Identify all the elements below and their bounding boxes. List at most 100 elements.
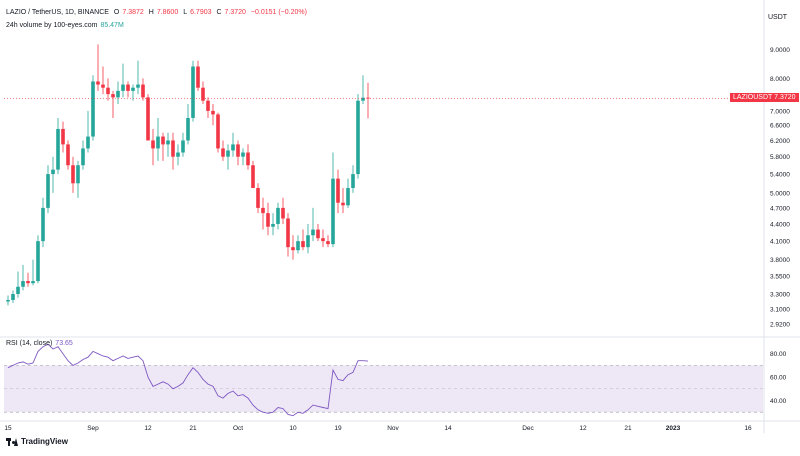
candle [61,121,65,153]
time-tick-label: Sep [87,425,99,432]
candle [316,223,320,242]
candle [231,132,235,157]
candle [356,94,360,179]
candle [26,272,30,287]
candle-body [356,100,360,175]
candle-body [71,165,75,184]
candle [211,104,215,126]
time-tick-label: Oct [233,425,243,432]
candle-body [246,152,250,166]
candle [106,78,110,101]
candle-body [66,144,70,166]
last-price-tag: LAZIOUSDT 7.3720 [730,93,799,103]
candle-body [251,165,255,189]
high-label: H [148,9,154,16]
candle [251,160,255,189]
price-tick-label: 3.8000 [770,257,790,264]
rsi-label: RSI (14, close) [6,340,53,347]
legend-rsi[interactable]: RSI (14, close) 73.65 [6,340,76,347]
candle-body [351,174,355,189]
candle-body [21,281,25,287]
candle-body [216,114,220,149]
candle [261,197,265,230]
candle [366,82,370,119]
candle-body [86,136,90,149]
candle [126,81,130,98]
legend-volume[interactable]: 24h volume by 100-eyes.com 85.47M [6,22,127,29]
time-tick-label: 14 [444,425,452,432]
candle [66,140,70,170]
open-label: O [113,9,120,16]
candle-body [326,241,330,245]
candle [41,197,45,248]
time-tick-label: 21 [189,425,197,432]
candle [311,207,315,242]
candle-body [61,128,65,145]
price-tick-label: 7.0000 [770,108,790,115]
candle-body [291,247,295,251]
high-value: 7.8600 [156,9,179,16]
candle [191,60,195,122]
low-value: 6.7903 [190,9,212,16]
time-tick-label: 21 [624,425,632,432]
candle [331,152,335,248]
candle [321,229,325,248]
candle [166,132,170,157]
rsi-tick-label: 40.00 [770,398,787,405]
price-tick-label: 3.3000 [770,291,790,298]
candle-body [361,97,365,101]
candle-body [31,281,35,284]
candle-body [156,136,160,149]
price-tick-label: 6.2000 [770,138,790,145]
candle [141,78,145,101]
time-tick-label: 2023 [666,425,681,432]
candle-body [211,110,215,115]
rsi-line [7,343,369,417]
candle [86,110,90,153]
candle-body [226,150,230,157]
price-tick-label: 5.4000 [770,172,790,179]
candle-body [331,178,335,245]
symbol-title[interactable]: LAZIO / TetherUS, 1D, BINANCE [6,9,109,16]
candle-body [206,100,210,111]
low-label: L [183,9,188,16]
time-tick-label: 15 [4,425,12,432]
candle [96,44,100,91]
candle-body [231,144,235,151]
candle [31,259,35,286]
rsi-tick-label: 80.00 [770,351,787,358]
price-tick-label: 6.6000 [770,123,790,130]
candle [216,112,220,153]
tradingview-logo[interactable]: TradingView [6,437,68,446]
last-price-symbol: LAZIOUSDT [733,94,773,102]
price-axis-unit[interactable]: USDT [768,14,788,21]
candle-body [266,213,270,227]
candle-body [301,241,305,248]
candle-body [321,238,325,242]
candle [351,165,355,193]
candle [51,156,55,193]
candle-body [171,140,175,157]
candle-body [296,241,300,251]
candle [21,264,25,291]
candle [346,178,350,208]
price-tick-label: 8.0000 [770,76,790,83]
price-tick-label: 3.1000 [770,307,790,314]
candle-body [341,202,345,206]
candle [146,94,150,141]
candle [241,148,245,166]
candle [16,271,20,298]
candle [296,235,300,254]
time-tick-label: 12 [144,425,152,432]
candle [151,128,155,166]
tradingview-logo-icon [6,437,18,446]
candle [286,213,290,257]
candle-body [306,235,310,248]
candle-body [276,207,280,224]
candle-body [236,144,240,157]
candle [206,97,210,118]
price-tick-label: 5.0000 [770,190,790,197]
candle-body [346,188,350,206]
